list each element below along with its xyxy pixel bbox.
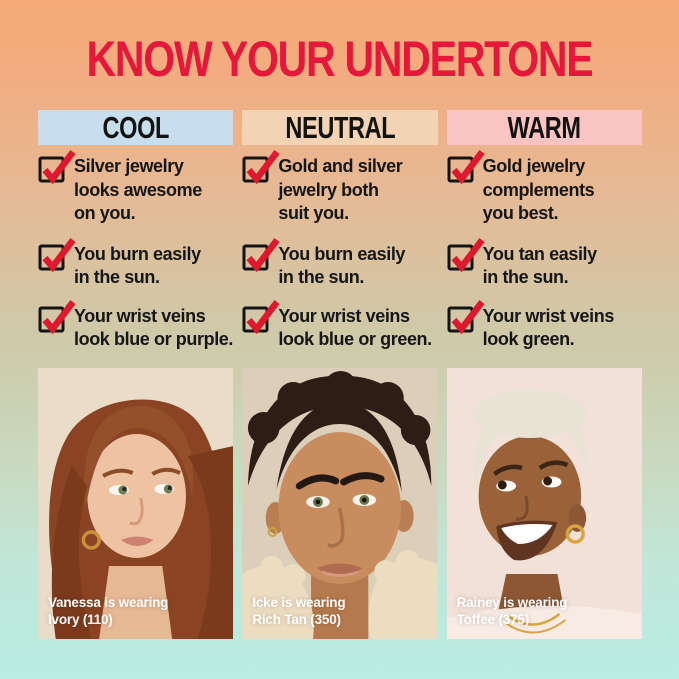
warm-header-label: WARM <box>507 109 581 145</box>
checklist-line: in the sun. <box>482 267 569 287</box>
checked-checkbox-icon <box>447 237 485 272</box>
checklist-line: Your wrist veins <box>278 305 410 326</box>
checked-checkbox-icon <box>38 237 76 272</box>
checklist-line: Gold jewelry <box>482 156 586 176</box>
checklist-line: Your wrist veins <box>482 305 615 326</box>
checklist-item: Your wrist veins look green. <box>447 299 642 352</box>
checklist-line: suit you. <box>278 203 349 223</box>
column-cool: COOL Silver jewelry looks awesome on you… <box>38 110 233 352</box>
warm-header-bar: WARM <box>446 109 642 145</box>
checklist-line: Gold and silver <box>278 156 403 176</box>
checklist-item: Gold jewelry complements you best. <box>447 150 642 226</box>
photo-caption: Vanessa is wearing Ivory (110) <box>48 594 168 628</box>
checklist-line: You burn easily <box>74 243 201 264</box>
checklist-line: Your wrist veins <box>74 305 206 326</box>
caption-line: Rich Tan (350) <box>252 612 341 627</box>
checklist-line: on you. <box>74 203 136 223</box>
checklist-line: look blue or green. <box>278 329 432 349</box>
portrait-icke-illustration <box>242 368 438 639</box>
checklist-line: in the sun. <box>278 267 364 287</box>
neutral-header-label: NEUTRAL <box>285 109 395 145</box>
checklist-item: Silver jewelry looks awesome on you. <box>38 150 233 226</box>
checklist-line: Silver jewelry <box>74 156 184 176</box>
checklist-line: complements <box>482 179 595 200</box>
checklist-item: You burn easily in the sun. <box>38 237 233 290</box>
checklist-line: look blue or purple. <box>74 329 234 349</box>
portrait-vanessa-illustration <box>38 368 234 639</box>
checklist-item: Your wrist veins look blue or purple. <box>38 299 233 352</box>
checklist-line: You burn easily <box>278 243 406 264</box>
model-photos: Vanessa is wearing Ivory (110) <box>38 368 642 639</box>
photo-vanessa: Vanessa is wearing Ivory (110) <box>38 368 234 639</box>
cool-header-bar: COOL <box>38 109 234 145</box>
checklist-item: Your wrist veins look blue or green. <box>242 299 437 352</box>
checklist-text: Your wrist veins look blue or purple. <box>74 305 233 352</box>
checked-checkbox-icon <box>447 150 485 185</box>
column-neutral: NEUTRAL Gold and silver jewelry both sui… <box>242 109 438 352</box>
caption-line: Toffee (375) <box>456 612 530 627</box>
photo-icke: Icke is wearing Rich Tan (350) <box>242 368 438 639</box>
undertone-columns: COOL Silver jewelry looks awesome on you… <box>38 110 642 352</box>
checklist-text: Your wrist veins look blue or green. <box>278 305 432 352</box>
caption-line: Icke is wearing <box>252 595 346 610</box>
checklist-text: Gold jewelry complements you best. <box>483 155 595 226</box>
checked-checkbox-icon <box>242 150 280 185</box>
checklist-text: Your wrist veins look green. <box>482 305 615 352</box>
checked-checkbox-icon <box>447 299 485 334</box>
checked-checkbox-icon <box>38 299 76 334</box>
checked-checkbox-icon <box>242 299 280 334</box>
photo-caption: Rainey is wearing Toffee (375) <box>457 594 568 628</box>
checked-checkbox-icon <box>242 237 280 272</box>
neutral-header-bar: NEUTRAL <box>242 109 438 145</box>
caption-line: Vanessa is wearing <box>48 595 169 610</box>
checklist-line: in the sun. <box>74 267 160 287</box>
portrait-rainey-illustration <box>446 368 642 639</box>
page-title-text: KNOW YOUR UNDERTONE <box>86 31 594 87</box>
checklist-item: You tan easily in the sun. <box>447 237 642 290</box>
checklist-line: look green. <box>482 329 575 349</box>
checklist-line: jewelry both <box>278 179 379 200</box>
checked-checkbox-icon <box>38 150 76 185</box>
page-title: KNOW YOUR UNDERTONE <box>0 30 679 88</box>
checklist-text: Gold and silver jewelry both suit you. <box>278 155 402 226</box>
checklist-item: You burn easily in the sun. <box>242 237 437 290</box>
caption-line: Ivory (110) <box>48 612 113 627</box>
checklist-text: You tan easily in the sun. <box>482 243 598 290</box>
checklist-text: You burn easily in the sun. <box>278 243 405 290</box>
photo-rainey: Rainey is wearing Toffee (375) <box>446 368 642 639</box>
column-warm: WARM Gold jewelry complements you best. … <box>446 109 642 352</box>
checklist-text: Silver jewelry looks awesome on you. <box>74 155 202 226</box>
checklist-item: Gold and silver jewelry both suit you. <box>242 150 437 226</box>
checklist-line: You tan easily <box>482 243 598 264</box>
checklist-text: You burn easily in the sun. <box>74 243 201 290</box>
checklist-line: looks awesome <box>74 179 202 200</box>
caption-line: Rainey is wearing <box>456 595 568 610</box>
checklist-line: you best. <box>482 203 559 223</box>
cool-header-label: COOL <box>102 109 169 145</box>
photo-caption: Icke is wearing Rich Tan (350) <box>252 594 345 628</box>
